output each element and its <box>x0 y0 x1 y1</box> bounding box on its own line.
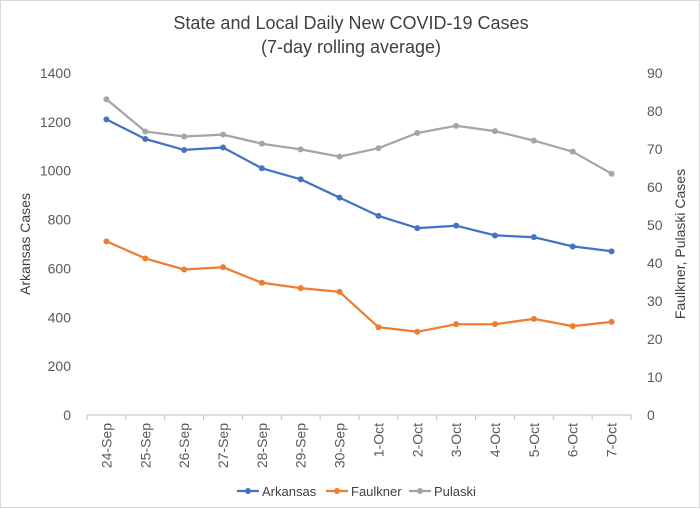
x-tick-label: 29-Sep <box>293 423 309 468</box>
data-point-faulkner <box>569 323 576 330</box>
x-tick-label: 2-Oct <box>409 423 425 457</box>
x-tick-label: 25-Sep <box>137 423 153 468</box>
data-point-arkansas <box>297 176 304 183</box>
data-point-faulkner <box>181 266 188 273</box>
y-tick-label-left: 0 <box>63 407 71 423</box>
data-point-arkansas <box>569 243 576 250</box>
x-tick-label: 3-Oct <box>448 423 464 457</box>
y-tick-label-right: 50 <box>647 217 663 233</box>
series-line-pulaski <box>105 98 613 175</box>
data-point-faulkner <box>608 318 615 325</box>
data-point-arkansas <box>453 222 460 229</box>
y-tick-label-left: 1000 <box>40 163 71 179</box>
y-tick-label-right: 30 <box>647 293 663 309</box>
data-point-pulaski <box>375 145 382 152</box>
y-axis-label-right: Faulkner, Pulaski Cases <box>672 169 688 319</box>
data-point-arkansas <box>336 194 343 201</box>
series-line-faulkner <box>105 240 612 333</box>
y-axis-label-left: Arkansas Cases <box>17 193 33 295</box>
x-tick-label: 6-Oct <box>565 423 581 457</box>
x-tick-label: 28-Sep <box>254 423 270 468</box>
data-point-arkansas <box>103 116 110 123</box>
data-point-faulkner <box>103 238 110 245</box>
chart-subtitle: (7-day rolling average) <box>261 37 441 57</box>
data-point-arkansas <box>142 135 149 142</box>
data-point-arkansas <box>492 232 498 239</box>
x-tick-label: 27-Sep <box>215 423 231 468</box>
x-tick-label: 1-Oct <box>370 423 386 457</box>
legend-label-faulkner: Faulkner <box>351 484 402 499</box>
chart-title: State and Local Daily New COVID-19 Cases <box>173 13 528 33</box>
y-tick-label-right: 70 <box>647 141 663 157</box>
data-point-faulkner <box>414 328 421 335</box>
x-tick-label: 5-Oct <box>526 423 542 457</box>
data-point-pulaski <box>608 170 615 177</box>
data-point-pulaski <box>258 140 265 147</box>
legend-marker-arkansas <box>245 488 251 494</box>
data-point-pulaski <box>142 128 149 135</box>
data-point-faulkner <box>297 285 304 292</box>
y-tick-label-right: 20 <box>647 331 663 347</box>
y-tick-label-left: 1200 <box>40 114 71 130</box>
data-point-pulaski <box>530 137 537 144</box>
legend-marker-faulkner <box>334 488 340 494</box>
data-point-faulkner <box>258 279 265 286</box>
series-line-arkansas <box>105 118 612 253</box>
data-point-pulaski <box>220 131 226 138</box>
x-tick-label: 26-Sep <box>176 423 192 468</box>
legend-label-arkansas: Arkansas <box>262 484 317 499</box>
data-point-faulkner <box>336 288 343 295</box>
data-point-pulaski <box>453 122 460 129</box>
plot-area: 0 200 400 600 800 1000 1200 1400 0 10 20 30 40 50 60 70… <box>40 65 663 499</box>
y-tick-label-left: 200 <box>48 358 72 374</box>
y-tick-label-left: 600 <box>48 260 72 276</box>
x-tick-label: 7-Oct <box>604 423 620 457</box>
data-point-arkansas <box>530 234 537 241</box>
y-tick-label-right: 60 <box>647 179 663 195</box>
x-tick-label: 24-Sep <box>98 423 114 468</box>
data-point-pulaski <box>103 96 110 103</box>
y-tick-label-left: 800 <box>48 212 72 228</box>
data-point-faulkner <box>492 321 498 328</box>
data-point-arkansas <box>220 144 226 151</box>
data-point-faulkner <box>220 264 226 271</box>
y-tick-label-right: 0 <box>647 407 655 423</box>
y-tick-label-right: 10 <box>647 369 663 385</box>
x-tick-label: 30-Sep <box>332 423 348 468</box>
data-point-pulaski <box>336 153 343 160</box>
legend-label-pulaski: Pulaski <box>434 484 476 499</box>
y-tick-label-left: 1400 <box>40 65 71 81</box>
data-point-pulaski <box>492 128 498 135</box>
data-point-arkansas <box>375 212 382 219</box>
y-tick-label-left: 400 <box>48 309 72 325</box>
data-point-faulkner <box>375 324 382 331</box>
legend-marker-pulaski <box>417 488 423 494</box>
data-point-arkansas <box>608 248 615 255</box>
data-point-pulaski <box>297 146 304 153</box>
data-point-pulaski <box>181 133 188 140</box>
data-point-arkansas <box>258 165 265 172</box>
data-point-arkansas <box>414 225 421 232</box>
data-point-pulaski <box>569 148 576 155</box>
x-tick-label: 4-Oct <box>487 423 503 457</box>
data-point-faulkner <box>530 315 537 322</box>
data-point-faulkner <box>453 321 460 328</box>
y-tick-label-right: 40 <box>647 255 663 271</box>
data-point-faulkner <box>142 255 149 262</box>
data-point-arkansas <box>181 146 188 153</box>
data-point-pulaski <box>414 130 421 137</box>
y-tick-label-right: 90 <box>647 65 663 81</box>
y-tick-label-right: 80 <box>647 103 663 119</box>
